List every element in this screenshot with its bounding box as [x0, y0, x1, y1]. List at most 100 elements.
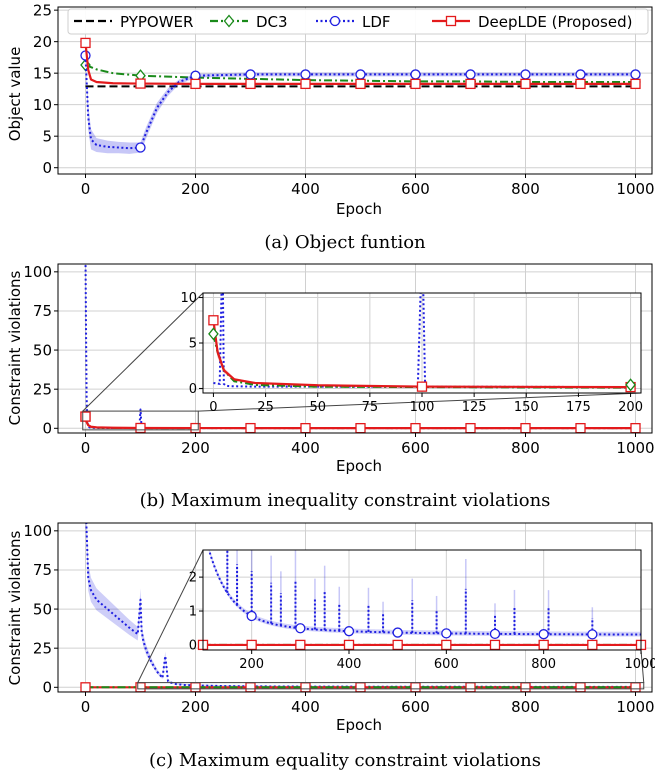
c-deeplde-marker [465, 682, 476, 693]
legend: PYPOWER DC3 LDF DeepLDE (Proposed) [67, 8, 649, 35]
b-deeplde-marker [410, 422, 421, 434]
c-inset-ldf-marker [343, 626, 355, 637]
b-inset-tick-label-y: 10 [180, 291, 197, 306]
c-inset-red-marker [587, 639, 598, 651]
c-deeplde-marker [80, 682, 91, 693]
a-tick-label-x: 400 [291, 180, 320, 198]
b-inset-tick-label-x: 175 [566, 400, 591, 415]
a-marker [630, 69, 641, 80]
b-deeplde-marker [520, 422, 531, 434]
a-marker [520, 69, 531, 80]
b-series-deeplde [84, 416, 636, 430]
c-inset-tick-label-x: 800 [531, 657, 556, 672]
b-inset-tick-label-y: 0 [189, 382, 197, 397]
c-tick-label-y: 25 [33, 639, 52, 657]
c-tick-label-x: 400 [291, 698, 320, 716]
c-deeplde-marker [520, 682, 531, 693]
b-deeplde-marker [575, 422, 586, 434]
c-inset-ldf-marker [441, 628, 452, 639]
b-zoom-box [82, 410, 199, 431]
b-inset-tick-label-x: 75 [362, 400, 379, 415]
a-marker [410, 78, 421, 90]
b-inset-tick-label-x: 200 [618, 400, 643, 415]
a-frame [57, 6, 653, 175]
a-tick-label-y: 0 [42, 159, 52, 177]
a-tick-label-y: 25 [33, 1, 52, 19]
c-deeplde-marker [410, 682, 421, 693]
c-tick-label-x: 1000 [616, 698, 654, 716]
a-tick-label-x: 800 [511, 180, 540, 198]
b-tick-label-x: 400 [291, 439, 320, 457]
legend-label: DC3 [256, 13, 288, 31]
legend-label: PYPOWER [120, 13, 193, 31]
b-inset-tick-label-x: 100 [410, 400, 435, 415]
c-tick-label-x: 800 [511, 698, 540, 716]
c-inset-frame [202, 549, 642, 651]
a-line [84, 55, 636, 150]
c-inset-ldf-line [207, 550, 641, 636]
c-inset-red-marker [538, 639, 549, 651]
b-inset-red-marker [208, 315, 219, 326]
b-inset-ldf [213, 293, 631, 389]
c-frame [57, 522, 653, 693]
c-deeplde-marker [355, 682, 366, 693]
a-tick-label-y: 20 [33, 33, 52, 51]
b-deeplde-marker [630, 422, 641, 434]
c-tick-label-x: 200 [181, 698, 210, 716]
b-tick-label-y: 100 [23, 263, 52, 281]
c-inset-tick-label-x: 1000 [624, 657, 655, 672]
legend-box [67, 8, 649, 35]
a-tick-label-y: 5 [42, 127, 52, 145]
b-inset-tick-label-x: 0 [209, 400, 217, 415]
a-marker [410, 69, 421, 80]
c-inset-tick-label-x: 400 [337, 657, 362, 672]
b-deeplde-marker [300, 422, 311, 434]
legend-label: DeepLDE (Proposed) [478, 13, 632, 31]
b-deeplde-marker [245, 422, 256, 434]
b-tick-label-x: 600 [401, 439, 430, 457]
a-marker [300, 78, 311, 90]
a-line [85, 64, 636, 83]
b-inset-tick-label-x: 125 [462, 400, 487, 415]
panel-equality-violations: Epoch Constraint violations (c) Maximum … [6, 522, 655, 771]
b-deeplde-start [80, 411, 91, 422]
c-tick-label-x: 600 [401, 698, 430, 716]
legend-label: LDF [362, 13, 391, 31]
c-zoom-box [137, 682, 645, 690]
c-inset-tick-label-y: 0 [189, 638, 197, 653]
panel-a-xlabel: Epoch [336, 200, 382, 218]
b-tick-label-y: 75 [33, 302, 52, 320]
c-tick-label-y: 50 [33, 600, 52, 618]
b-inset-tick-label-x: 150 [514, 400, 539, 415]
c-deeplde-marker [245, 682, 256, 693]
b-frame [57, 263, 653, 434]
a-marker [575, 78, 586, 90]
c-zoom-connector [640, 649, 645, 683]
a-marker [355, 78, 366, 90]
b-zoom-connector [198, 392, 642, 412]
b-zoom-connector [82, 292, 204, 412]
a-series-ldf [84, 49, 636, 154]
a-marker [190, 78, 201, 90]
b-tick-label-x: 200 [181, 439, 210, 457]
c-inset-tick-label-x: 200 [239, 657, 264, 672]
c-tick-label-y: 75 [33, 561, 52, 579]
c-zoom-connector [137, 549, 204, 683]
c-inset-tick-label-x: 600 [434, 657, 459, 672]
a-marker [245, 69, 256, 80]
c-inset-red-marker [246, 639, 257, 651]
b-deeplde-marker [355, 422, 366, 434]
b-inset-line [212, 320, 631, 389]
c-inset-red-marker [392, 639, 403, 651]
legend-marker [329, 15, 341, 27]
b-inset-frame [202, 292, 642, 394]
panel-b-ylabel: Constraint violations [6, 270, 24, 425]
b-inset-tick-label-x: 50 [309, 400, 326, 415]
c-inset: 200 400 600 800 1000 0 1 2 [189, 549, 655, 672]
a-marker [575, 69, 586, 80]
b-inset-tick-label-x: 25 [257, 400, 274, 415]
b-tick-label-x: 800 [511, 439, 540, 457]
c-inset-ldf-marker [587, 629, 598, 640]
b-inset-deeplde [212, 310, 631, 389]
